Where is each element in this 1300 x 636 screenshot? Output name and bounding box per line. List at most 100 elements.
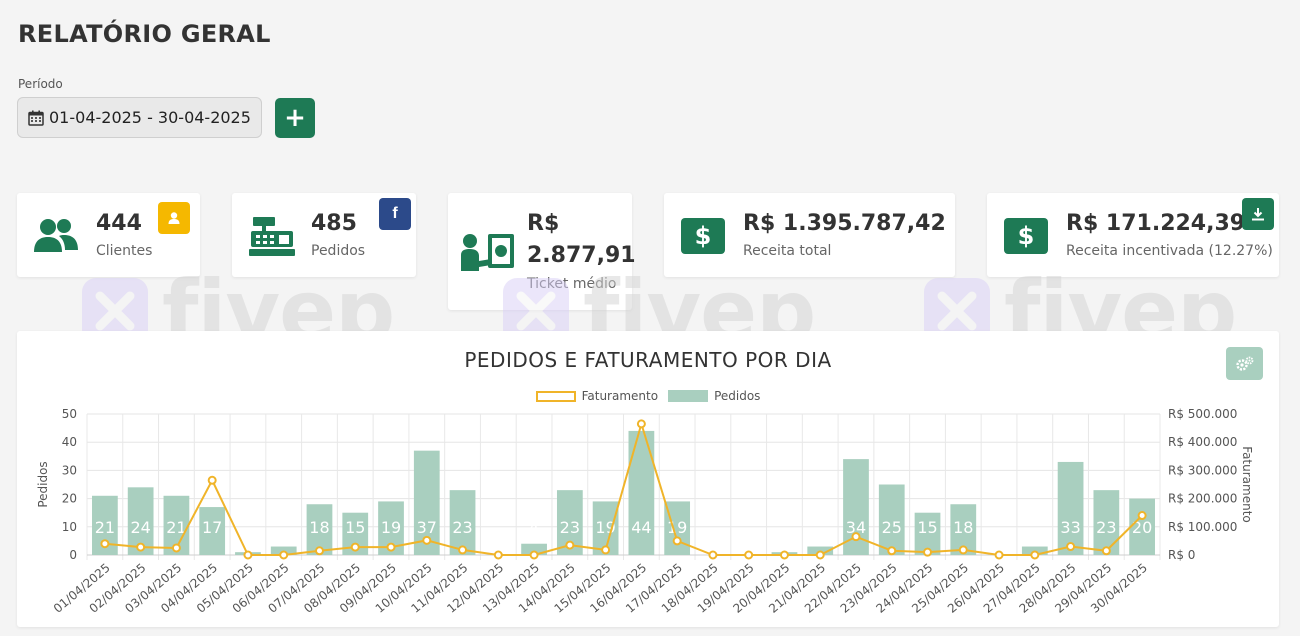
bar-value-label: 18: [953, 518, 973, 537]
point-faturamento: [565, 540, 575, 550]
bar-value-label: 24: [130, 518, 150, 537]
gears-icon: [1235, 356, 1253, 371]
bar-value-label: 44: [631, 518, 651, 537]
point-faturamento: [1030, 550, 1040, 560]
y-tick-right: R$ 0: [1168, 548, 1195, 562]
card-orders: 485 Pedidos f: [232, 193, 416, 277]
clients-value: 444: [96, 211, 142, 236]
ticket-value-line1: R$: [527, 211, 560, 236]
date-range-picker[interactable]: 01-04-2025 - 30-04-2025: [17, 97, 262, 138]
point-faturamento: [207, 475, 217, 485]
bar-value-label: 34: [846, 518, 866, 537]
bar-value-label: 18: [309, 518, 329, 537]
bar-value-label: 20: [1132, 518, 1152, 537]
bar-value-label: 15: [345, 518, 365, 537]
facebook-badge[interactable]: f: [379, 198, 411, 230]
clients-label: Clientes: [96, 243, 153, 259]
point-faturamento: [493, 550, 503, 560]
point-faturamento: [1137, 511, 1147, 521]
point-faturamento: [636, 419, 646, 429]
ticket-value-line2: 2.877,91: [527, 243, 636, 268]
bar-value-label: 23: [452, 518, 472, 537]
point-faturamento: [923, 547, 933, 557]
point-faturamento: [994, 550, 1004, 560]
card-incentive: $ R$ 171.224,39 Receita incentivada (12.…: [987, 193, 1279, 277]
y-axis-title-right: Faturamento: [1240, 446, 1254, 522]
bar-pedidos: [1057, 461, 1084, 555]
point-faturamento: [1066, 542, 1076, 552]
download-button[interactable]: [1242, 198, 1274, 230]
line-faturamento: [104, 420, 1143, 556]
legend-item-faturamento[interactable]: Faturamento: [535, 389, 659, 403]
point-faturamento: [779, 550, 789, 560]
bar-value-label: 37: [417, 518, 437, 537]
chart-plot: 0 10 20 30 40 50 R$ 0 R$ 100.000 R$ 200.000 R$ 30…: [36, 407, 1254, 616]
bar-value-label: 4: [529, 518, 539, 537]
chart-legend: Faturamento Pedidos: [17, 389, 1279, 403]
point-faturamento: [100, 539, 110, 549]
y-tick-right: R$ 400.000: [1168, 435, 1237, 449]
bar-value-label: 25: [882, 518, 902, 537]
bar-value-label: 15: [917, 518, 937, 537]
card-ticket: R$ 2.877,91 Ticket médio: [448, 193, 636, 310]
y-tick-left: 50: [62, 407, 77, 421]
dollar-icon: $: [1004, 218, 1048, 254]
page-title: RELATÓRIO GERAL: [18, 20, 271, 48]
bar-value-label: 21: [166, 518, 186, 537]
incentive-value: R$ 171.224,39: [1066, 211, 1246, 236]
point-faturamento: [243, 550, 253, 560]
bar-pedidos: [521, 543, 547, 555]
point-faturamento: [386, 542, 396, 552]
legend-swatch-pedidos: [668, 390, 709, 402]
download-icon: [1252, 208, 1264, 221]
calendar-icon: [28, 110, 44, 126]
point-faturamento: [171, 543, 181, 553]
dollar-icon: $: [681, 218, 725, 254]
point-faturamento: [851, 532, 861, 542]
card-revenue: $ R$ 1.395.787,42 Receita total: [664, 193, 955, 277]
point-faturamento: [136, 542, 146, 552]
point-faturamento: [601, 545, 611, 555]
bar-value-label: 33: [1060, 518, 1080, 537]
plus-icon: +: [284, 103, 306, 133]
legend-swatch-faturamento: [535, 390, 576, 402]
orders-value: 485: [311, 211, 357, 236]
point-faturamento: [314, 546, 324, 556]
facebook-icon: f: [392, 205, 398, 222]
point-faturamento: [744, 550, 754, 560]
y-tick-left: 40: [62, 435, 77, 449]
chart-settings-button[interactable]: [1226, 347, 1263, 380]
cash-register-icon: [249, 217, 295, 256]
chart-card: PEDIDOS E FATURAMENTO POR DIA Faturament…: [17, 331, 1279, 627]
y-axis-title-left: Pedidos: [36, 461, 50, 507]
bar-pedidos: [878, 484, 905, 555]
ticket-label: Ticket médio: [527, 276, 617, 292]
y-tick-left: 20: [62, 492, 77, 506]
legend-label-faturamento: Faturamento: [581, 389, 659, 403]
point-faturamento: [529, 550, 539, 560]
date-range-value: 01-04-2025 - 30-04-2025: [49, 108, 251, 127]
point-faturamento: [958, 545, 968, 555]
y-tick-right: R$ 500.000: [1168, 407, 1237, 421]
bar-pedidos: [449, 490, 476, 555]
bar-pedidos: [1093, 490, 1120, 555]
bar-value-label: 23: [560, 518, 580, 537]
y-tick-left: 0: [69, 548, 77, 562]
user-badge[interactable]: [158, 202, 190, 234]
y-tick-left: 30: [62, 463, 77, 477]
point-faturamento: [279, 550, 289, 560]
card-clients: 444 Clientes: [17, 193, 200, 277]
money-hand-icon: [461, 234, 514, 271]
add-button[interactable]: +: [275, 98, 315, 138]
bar-value-label: 21: [95, 518, 115, 537]
legend-item-pedidos[interactable]: Pedidos: [668, 389, 760, 403]
point-faturamento: [458, 545, 468, 555]
point-faturamento: [350, 542, 360, 552]
orders-label: Pedidos: [311, 243, 366, 259]
user-badge-icon: [168, 212, 180, 224]
bar-value-label: 23: [1096, 518, 1116, 537]
users-icon: [34, 219, 78, 252]
point-faturamento: [887, 546, 897, 556]
incentive-label: Receita incentivada (12.27%): [1066, 243, 1273, 259]
point-faturamento: [672, 536, 682, 546]
